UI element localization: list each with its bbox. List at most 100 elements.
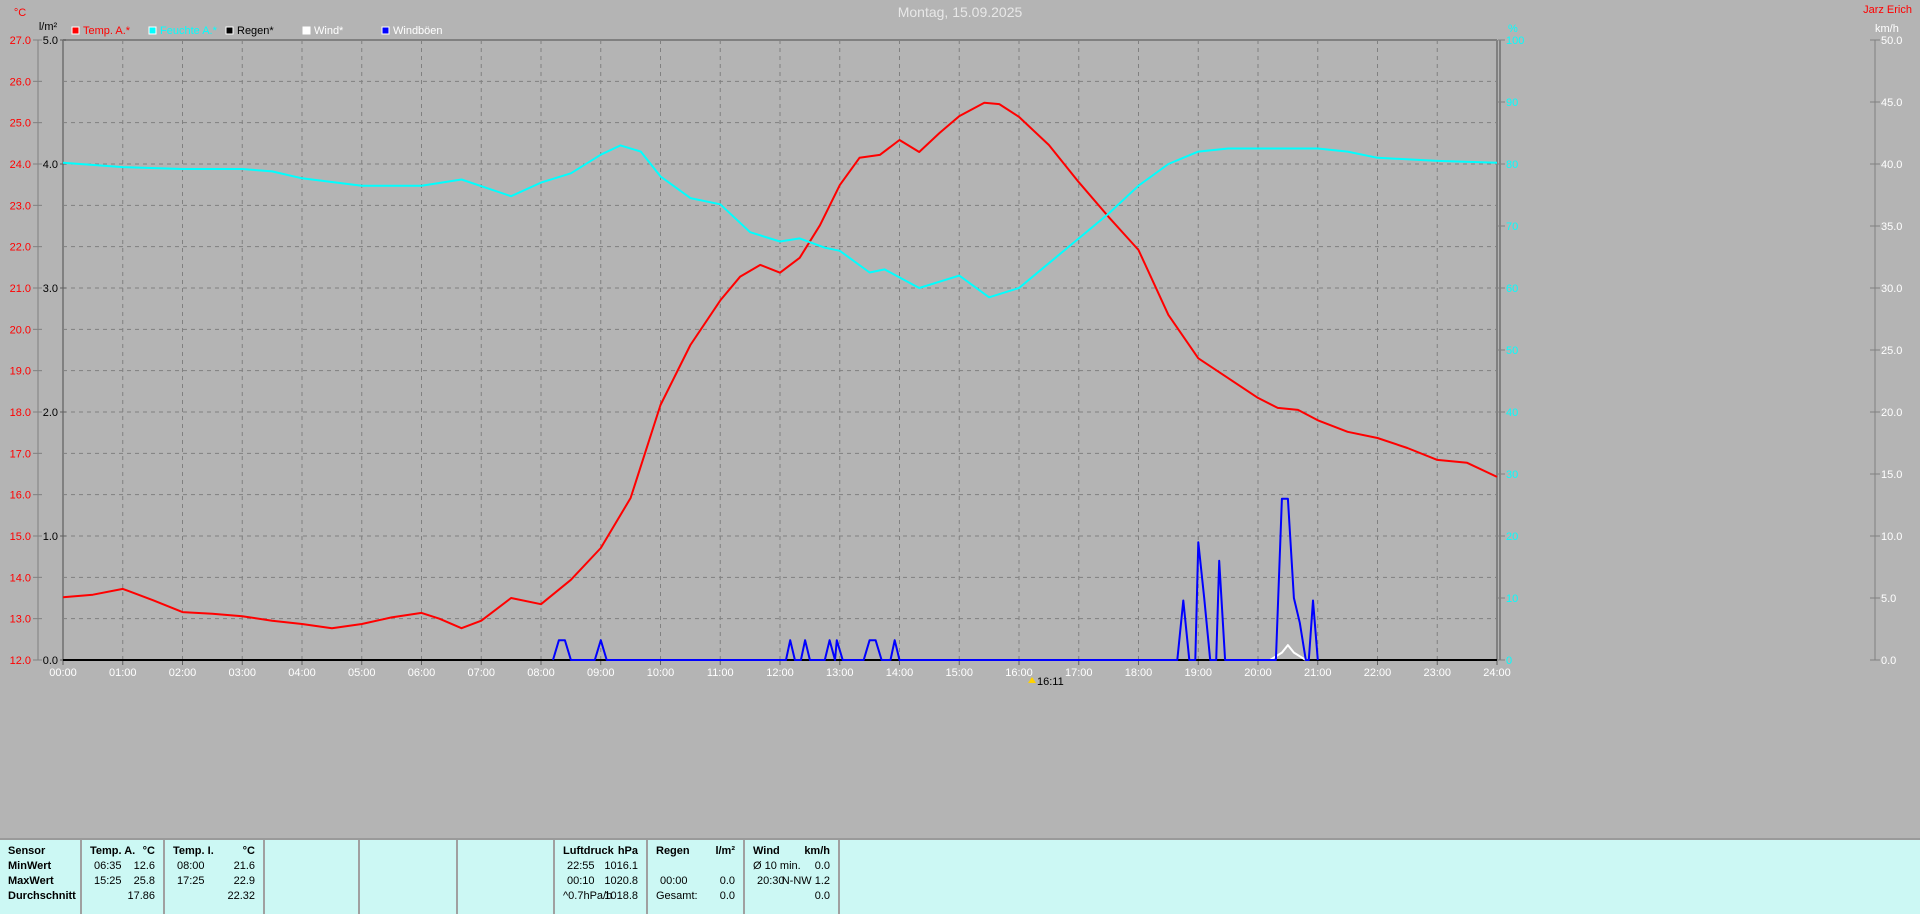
summary-panel: Sensor MinWert MaxWert Durchschnitt Temp… [0, 838, 1920, 914]
weather-chart: Montag, 15.09.2025 Jarz Erich 00:00 01:00… [10, 4, 1912, 688]
temp-a-avg: 17.86 [127, 890, 155, 902]
wind-tick-label: 45.0 [1881, 97, 1902, 109]
wind-max-time: 20:30 [757, 875, 785, 887]
wind-tick-label: 40.0 [1881, 159, 1902, 171]
humidity-axis-unit: % [1508, 23, 1518, 35]
pressure-unit: hPa [617, 845, 638, 857]
wind-avg-label: Ø 10 min. [753, 860, 801, 872]
x-tick-label: 03:00 [228, 667, 256, 679]
legend-swatch [71, 26, 80, 35]
x-tick-label: 17:00 [1065, 667, 1093, 679]
x-tick-label: 11:00 [707, 667, 734, 679]
temp-tick-label: 14.0 [10, 572, 31, 584]
legend-label: Regen* [237, 25, 274, 37]
wind-unit: km/h [804, 845, 830, 857]
legend-swatch [302, 26, 311, 35]
x-tick-label: 05:00 [348, 667, 376, 679]
legend-swatch [225, 26, 234, 35]
legend-label: Feuchte A.* [160, 25, 218, 37]
humidity-tick-label: 20 [1506, 531, 1518, 543]
temp-tick-label: 27.0 [10, 35, 31, 47]
temp-i-min: 21.6 [233, 860, 255, 872]
rain-value: 0.0 [719, 875, 735, 887]
x-tick-label: 21:00 [1304, 667, 1332, 679]
temp-tick-label: 13.0 [10, 614, 31, 626]
temp-tick-label: 22.0 [10, 242, 31, 254]
temp-i-max: 22.9 [233, 875, 255, 887]
humidity-tick-label: 10 [1506, 593, 1518, 605]
temp-tick-label: 12.0 [10, 655, 31, 667]
pressure-max: 1020.8 [604, 875, 638, 887]
wind-max: N-NW 1.2 [781, 875, 830, 887]
x-tick-label: 06:00 [408, 667, 436, 679]
rain-tick-label: 2.0 [43, 407, 58, 419]
humidity-tick-label: 0 [1506, 655, 1512, 667]
rain-column: Regen l/m² 00:00 0.0 Gesamt: 0.0 [648, 840, 745, 914]
humidity-tick-label: 70 [1506, 221, 1518, 233]
temp-i-unit: °C [242, 845, 255, 857]
x-tick-label: 16:00 [1005, 667, 1033, 679]
temp-tick-label: 16.0 [10, 490, 31, 502]
current-time-marker: 16:11 [1028, 676, 1064, 688]
legend-swatch [148, 26, 157, 35]
pressure-min: 1016.1 [604, 860, 638, 872]
legend-label: Temp. A.* [83, 25, 131, 37]
wind-avg: 0.0 [814, 860, 830, 872]
wind-current: 0.0 [814, 890, 830, 902]
wind-tick-label: 25.0 [1881, 345, 1902, 357]
x-tick-label: 02:00 [169, 667, 197, 679]
rain-unit: l/m² [715, 845, 735, 857]
pressure-header: Luftdruck [563, 845, 614, 857]
temp-a-min: 12.6 [133, 860, 155, 872]
wind-column: Wind km/h Ø 10 min. 0.0 20:30 N-NW 1.2 0.0 [745, 840, 840, 914]
minwert-label: MinWert [8, 860, 52, 872]
temp-axis-unit: °C [14, 7, 26, 19]
rain-total: 0.0 [719, 890, 735, 902]
wind-tick-label: 10.0 [1881, 531, 1902, 543]
x-tick-label: 18:00 [1125, 667, 1153, 679]
legend-label: Windböen [393, 25, 443, 37]
pressure-trend: ^0.7hPa/h [563, 890, 613, 902]
humidity-tick-label: 50 [1506, 345, 1518, 357]
x-tick-label: 00:00 [49, 667, 77, 679]
x-tick-label: 13:00 [826, 667, 854, 679]
x-tick-label: 10:00 [647, 667, 675, 679]
x-tick-label: 22:00 [1364, 667, 1392, 679]
x-tick-label: 20:00 [1244, 667, 1272, 679]
humidity-tick-label: 80 [1506, 159, 1518, 171]
temp-tick-label: 19.0 [10, 366, 31, 378]
wind-tick-label: 35.0 [1881, 221, 1902, 233]
temp-a-unit: °C [142, 845, 155, 857]
legend-swatch [381, 26, 390, 35]
wind-axis-unit: km/h [1875, 23, 1899, 35]
temp-i-header: Temp. I. [173, 845, 214, 857]
x-tick-label: 24:00 [1483, 667, 1511, 679]
wind-tick-label: 5.0 [1881, 593, 1896, 605]
temp-tick-label: 24.0 [10, 159, 31, 171]
temp-a-min-time: 06:35 [94, 860, 122, 872]
series-line-windböen [552, 497, 1319, 661]
temp-tick-label: 25.0 [10, 118, 31, 130]
chart-title: Montag, 15.09.2025 [898, 4, 1023, 20]
rain-tick-label: 4.0 [43, 159, 58, 171]
temp-i-avg: 22.32 [227, 890, 255, 902]
wind-tick-label: 50.0 [1881, 35, 1902, 47]
temp-tick-label: 21.0 [10, 283, 31, 295]
x-tick-label: 07:00 [467, 667, 495, 679]
x-tick-label: 01:00 [109, 667, 137, 679]
temp-tick-label: 18.0 [10, 407, 31, 419]
x-tick-label: 15:00 [945, 667, 973, 679]
temp-tick-label: 23.0 [10, 200, 31, 212]
rain-header: Regen [656, 845, 690, 857]
series-line-temp-a- [62, 101, 1498, 630]
rain-tick-label: 1.0 [43, 531, 58, 543]
x-tick-label: 19:00 [1184, 667, 1212, 679]
legend-label: Wind* [314, 25, 344, 37]
pressure-max-time: 00:10 [567, 875, 595, 887]
maxwert-label: MaxWert [8, 875, 54, 887]
temp-a-max: 25.8 [133, 875, 155, 887]
rain-time: 00:00 [660, 875, 688, 887]
temp-tick-label: 17.0 [10, 448, 31, 460]
sensor-header: Sensor [8, 845, 46, 857]
humidity-tick-label: 30 [1506, 469, 1518, 481]
